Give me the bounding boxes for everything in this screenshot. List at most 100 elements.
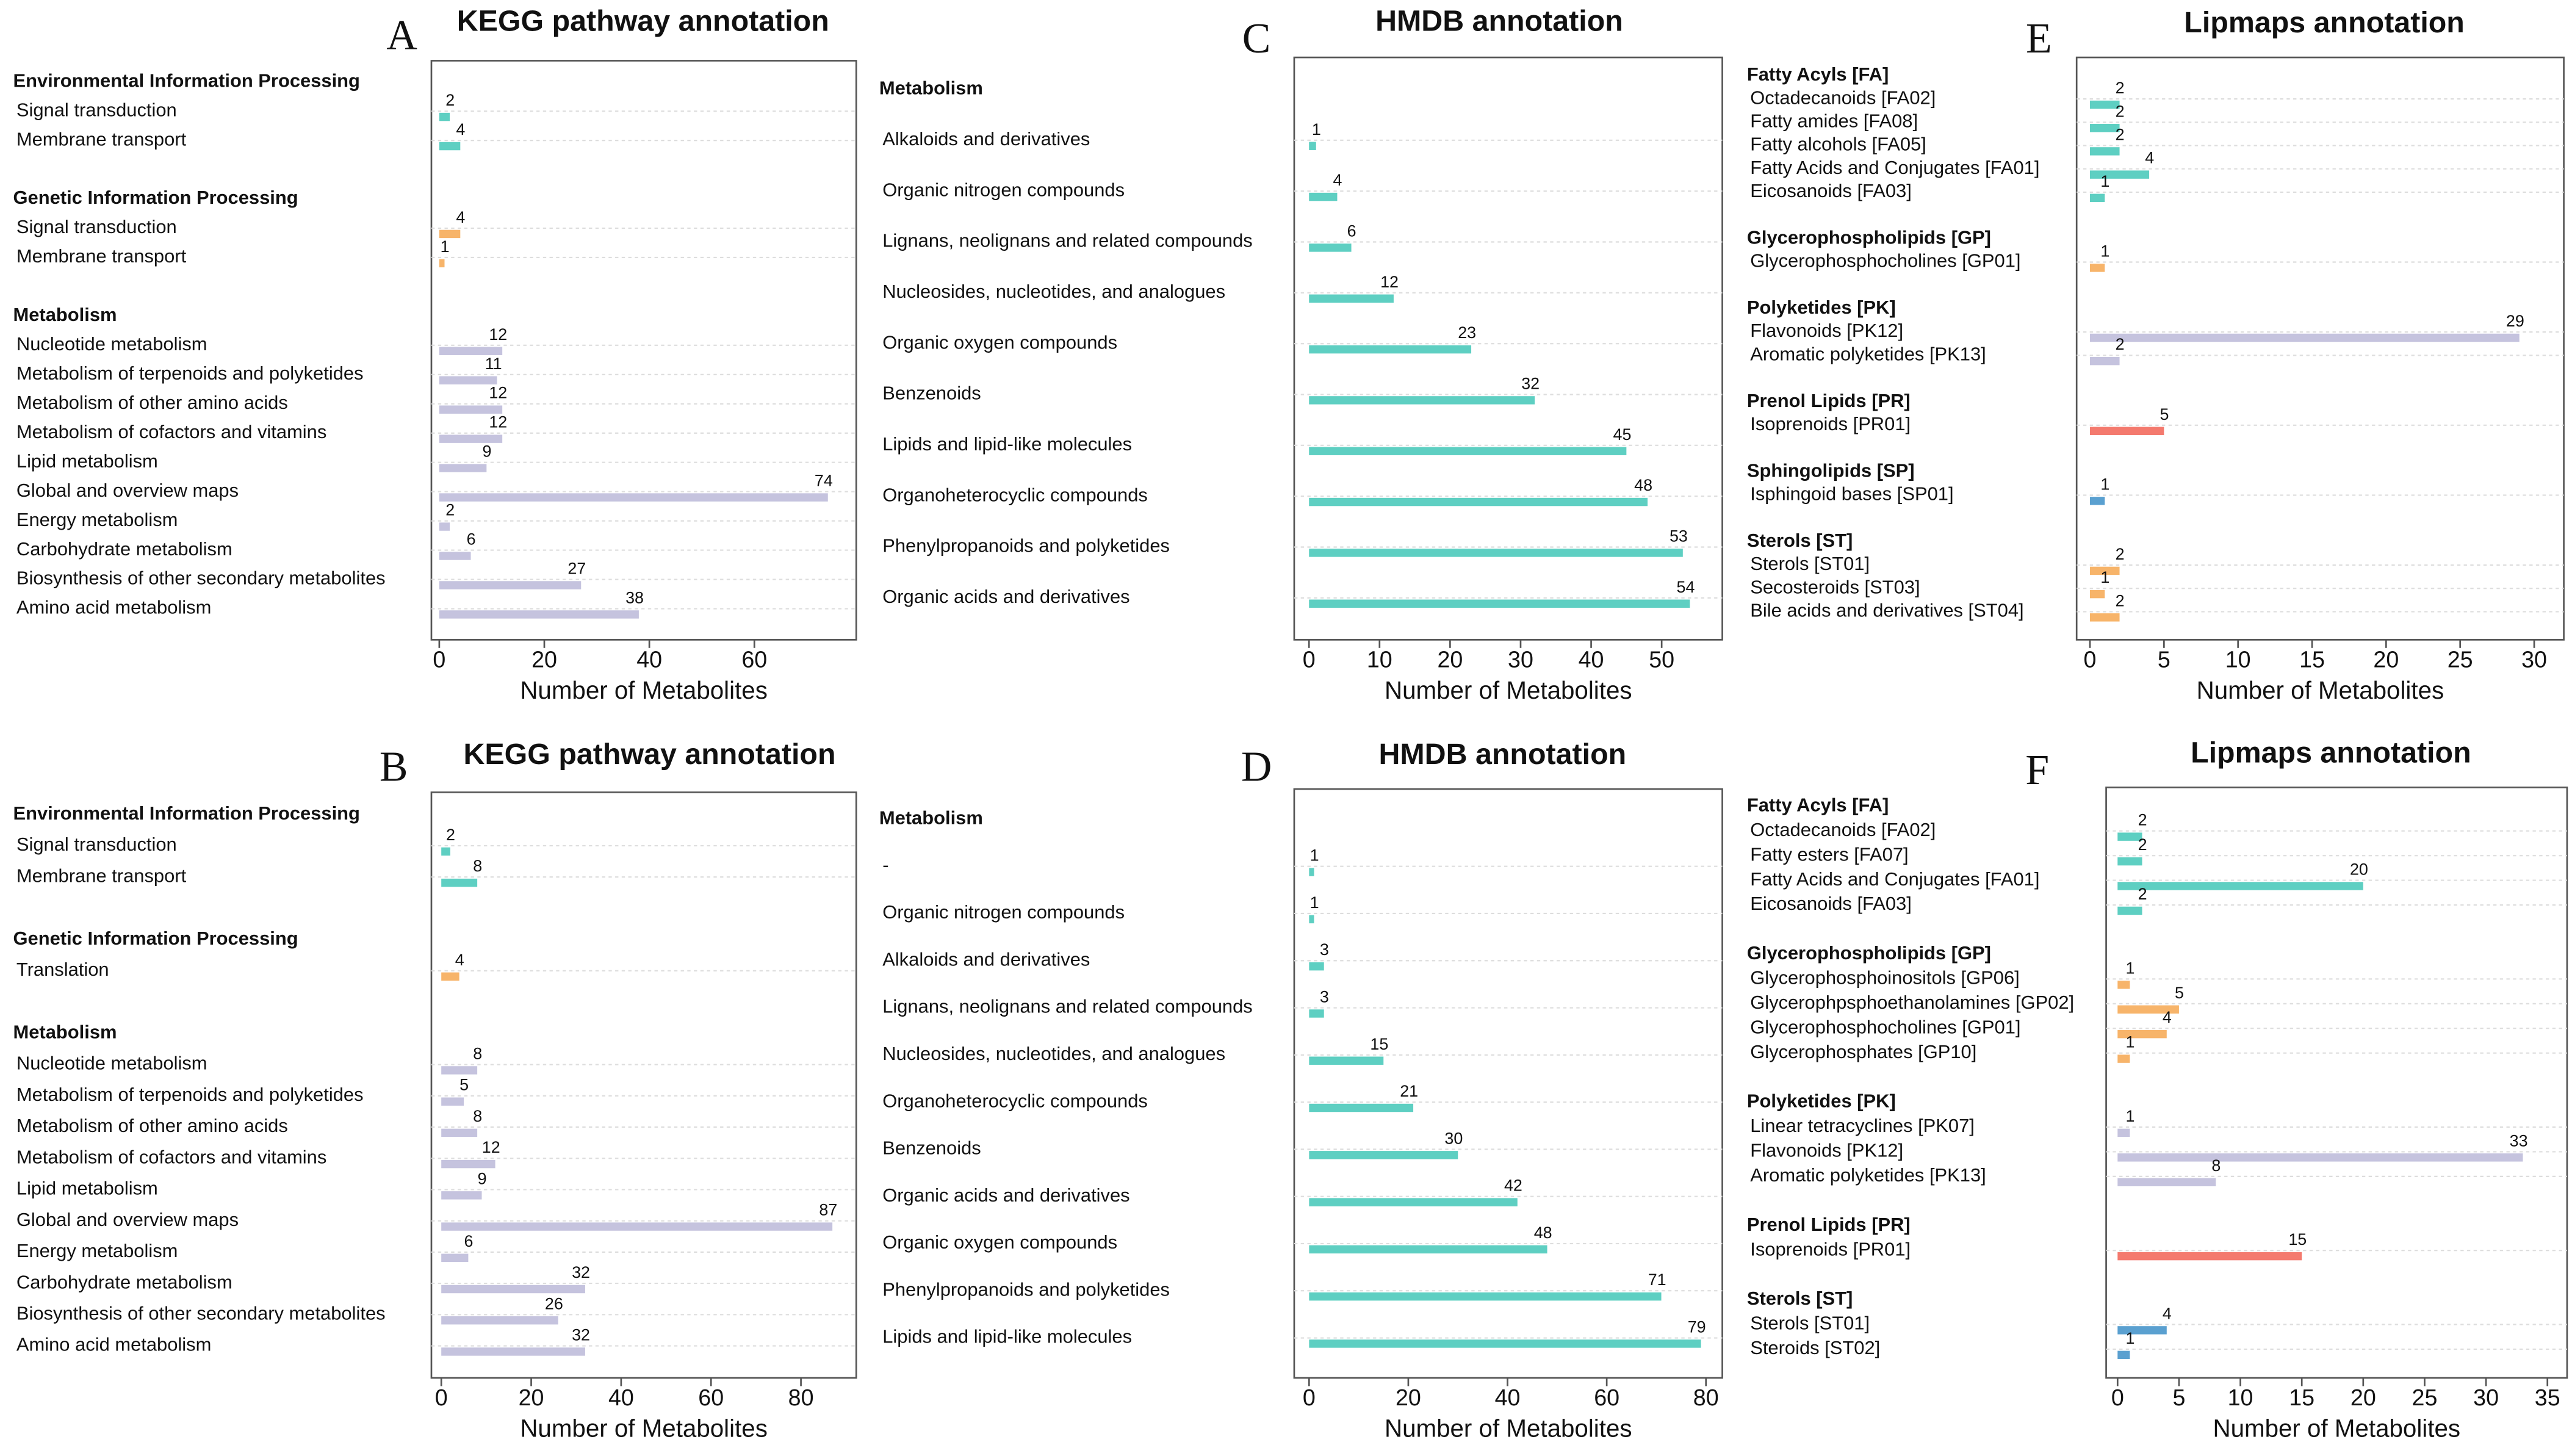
bar xyxy=(439,347,503,355)
x-tick-label: 0 xyxy=(1303,1385,1316,1410)
category-label: Biosynthesis of other secondary metaboli… xyxy=(16,1302,386,1324)
category-label: Organic oxygen compounds xyxy=(882,1231,1117,1253)
category-label: Global and overview maps xyxy=(16,1209,239,1230)
x-axis-label: Number of Metabolites xyxy=(1385,1415,1632,1443)
category-label: Alkaloids and derivatives xyxy=(882,948,1090,970)
panel-letter: D xyxy=(1241,743,1272,790)
x-tick-label: 20 xyxy=(531,646,557,672)
chart-title: HMDB annotation xyxy=(1375,4,1623,37)
bar xyxy=(1309,1198,1518,1206)
value-label: 2 xyxy=(2138,835,2147,854)
panel-letter: A xyxy=(386,12,417,59)
bar xyxy=(2117,1128,2130,1137)
bar xyxy=(1309,599,1690,608)
category-label: Metabolism of terpenoids and polyketides xyxy=(16,362,364,384)
bar xyxy=(1309,192,1338,201)
value-label: 2 xyxy=(446,826,455,844)
group-heading: Metabolism xyxy=(879,77,983,99)
value-label: 2 xyxy=(2116,125,2125,143)
value-label: 12 xyxy=(489,325,507,344)
group-heading: Metabolism xyxy=(879,807,983,829)
bar xyxy=(2090,356,2120,366)
bar xyxy=(439,434,503,443)
bar xyxy=(441,878,478,887)
value-label: 8 xyxy=(473,1044,482,1062)
x-tick-label: 30 xyxy=(1508,646,1533,672)
x-tick-label: 25 xyxy=(2412,1385,2438,1410)
group-heading: Polyketides [PK] xyxy=(1747,1090,1896,1112)
panel-letter: E xyxy=(2026,15,2052,62)
x-axis-label: Number of Metabolites xyxy=(2213,1415,2460,1443)
x-tick-label: 0 xyxy=(1303,646,1316,672)
group-heading: Fatty Acyls [FA] xyxy=(1747,794,1889,815)
value-label: 8 xyxy=(2211,1156,2221,1175)
group-heading: Prenol Lipids [PR] xyxy=(1747,390,1911,411)
value-label: 1 xyxy=(2100,475,2109,493)
category-label: Isoprenoids [PR01] xyxy=(1750,1238,1911,1260)
bar xyxy=(439,581,582,589)
chart-title: KEGG pathway annotation xyxy=(463,738,835,771)
bar xyxy=(439,376,497,384)
bar xyxy=(439,464,487,472)
value-label: 1 xyxy=(2126,1107,2135,1125)
x-tick-label: 40 xyxy=(1495,1385,1521,1410)
bar xyxy=(1309,1009,1324,1018)
category-label: Secosteroids [ST03] xyxy=(1750,576,1920,597)
value-label: 30 xyxy=(1444,1129,1463,1147)
category-label: Lipids and lipid-like molecules xyxy=(882,1326,1132,1347)
bar xyxy=(439,405,503,414)
category-label: Metabolism of terpenoids and polyketides xyxy=(16,1084,364,1105)
category-label: Alkaloids and derivatives xyxy=(882,128,1090,150)
category-label: Isoprenoids [PR01] xyxy=(1750,413,1911,434)
bar xyxy=(441,1159,495,1169)
bar xyxy=(2090,147,2120,156)
category-label: Organic acids and derivatives xyxy=(882,586,1129,607)
bar xyxy=(2117,1350,2130,1360)
bar xyxy=(439,552,471,560)
bar xyxy=(1309,142,1316,150)
value-label: 1 xyxy=(1310,846,1319,865)
value-label: 6 xyxy=(464,1232,474,1250)
category-label: Amino acid metabolism xyxy=(16,597,212,618)
bar xyxy=(1309,243,1352,252)
value-label: 79 xyxy=(1688,1317,1706,1336)
category-label: Lipid metabolism xyxy=(16,1178,158,1199)
value-label: 6 xyxy=(1347,222,1356,240)
plot-frame xyxy=(1293,56,1723,641)
x-tick-label: 40 xyxy=(608,1385,634,1410)
value-label: 11 xyxy=(485,355,502,373)
x-tick-label: 15 xyxy=(2299,646,2325,672)
bar xyxy=(2117,981,2130,989)
value-label: 1 xyxy=(1312,120,1321,139)
category-label: Steroids [ST02] xyxy=(1750,1337,1880,1358)
x-tick-label: 15 xyxy=(2289,1385,2314,1410)
bar xyxy=(439,522,450,531)
bar xyxy=(2117,1029,2167,1039)
bar xyxy=(439,493,828,502)
category-label: Eicosanoids [FA03] xyxy=(1750,893,1912,914)
x-tick-label: 60 xyxy=(698,1385,724,1410)
value-label: 1 xyxy=(2126,959,2135,977)
category-label: Signal transduction xyxy=(16,99,177,120)
category-label: Lipids and lipid-like molecules xyxy=(882,433,1132,455)
value-label: 2 xyxy=(2116,591,2125,610)
value-label: 4 xyxy=(455,951,464,969)
category-label: Octadecanoids [FA02] xyxy=(1750,819,1936,840)
group-heading: Sterols [ST] xyxy=(1747,1288,1853,1309)
value-label: 3 xyxy=(1320,987,1329,1006)
bar xyxy=(2090,193,2105,203)
bar xyxy=(439,112,450,121)
category-label: Glycerophosphocholines [GP01] xyxy=(1750,1016,2020,1037)
bar xyxy=(1309,1056,1384,1065)
category-label: Fatty esters [FA07] xyxy=(1750,843,1908,865)
value-label: 48 xyxy=(1534,1224,1552,1242)
bar xyxy=(2090,497,2105,505)
category-label: Isphingoid bases [SP01] xyxy=(1750,483,1953,505)
group-heading: Metabolism xyxy=(13,1021,117,1042)
category-label: Eicosanoids [FA03] xyxy=(1750,180,1912,201)
x-tick-label: 40 xyxy=(636,646,662,672)
bar xyxy=(441,1316,558,1325)
value-label: 54 xyxy=(1677,578,1695,596)
value-label: 71 xyxy=(1648,1270,1666,1289)
